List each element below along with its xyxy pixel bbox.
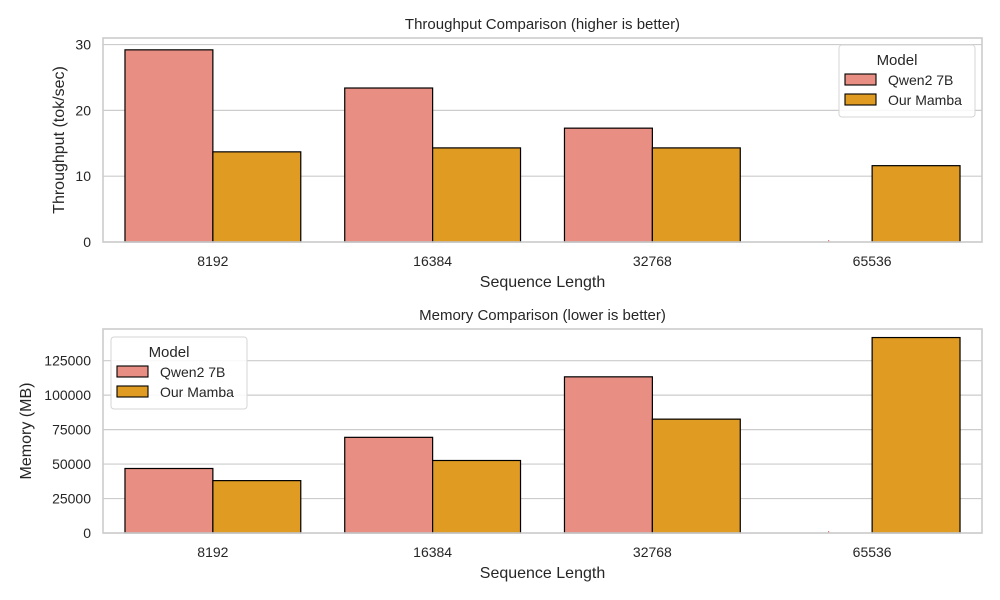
bar-our-mamba-65536 bbox=[871, 336, 961, 534]
y-tick-label: 0 bbox=[83, 525, 91, 541]
chart-title: Memory Comparison (lower is better) bbox=[419, 307, 666, 324]
bar-qwen2-7b-16384 bbox=[344, 436, 434, 534]
x-tick-label: 65536 bbox=[853, 544, 892, 560]
legend-label: Our Mamba bbox=[160, 384, 234, 400]
y-tick-label: 100000 bbox=[44, 387, 91, 403]
y-tick-label: 25000 bbox=[52, 491, 91, 507]
legend-swatch-our-mamba bbox=[844, 93, 877, 106]
legend-swatch-our-mamba bbox=[116, 385, 149, 398]
x-tick-label: 16384 bbox=[413, 253, 452, 269]
y-tick-label: 30 bbox=[75, 37, 91, 53]
axes-frame bbox=[102, 37, 983, 243]
x-axis-label: Sequence Length bbox=[480, 565, 605, 582]
chart-title: Throughput Comparison (higher is better) bbox=[405, 16, 680, 33]
y-tick-label: 50000 bbox=[52, 456, 91, 472]
x-tick-label: 8192 bbox=[197, 253, 228, 269]
x-tick-label: 32768 bbox=[633, 544, 672, 560]
legend-swatch-qwen2-7b bbox=[116, 365, 149, 378]
bar-our-mamba-32768 bbox=[651, 418, 741, 534]
y-tick-label: 125000 bbox=[44, 353, 91, 369]
bar-our-mamba-16384 bbox=[432, 459, 522, 534]
x-tick-label: 8192 bbox=[197, 544, 228, 560]
legend: Model Qwen2 7B Our Mamba bbox=[110, 336, 248, 410]
memory-chart: 0 25000 50000 75000 100000 125000 8192 16384 327… bbox=[18, 307, 983, 582]
axes-frame bbox=[102, 328, 983, 534]
bar-our-mamba-32768 bbox=[651, 147, 741, 243]
y-tick-label: 20 bbox=[75, 102, 91, 118]
bar-qwen2-7b-8192 bbox=[124, 467, 214, 534]
bar-our-mamba-8192 bbox=[212, 480, 302, 534]
y-tick-label: 10 bbox=[75, 168, 91, 184]
legend: Model Qwen2 7B Our Mamba bbox=[838, 44, 976, 118]
legend-label: Our Mamba bbox=[888, 92, 962, 108]
legend-title: Model bbox=[149, 344, 190, 361]
bar-qwen2-7b-16384 bbox=[344, 87, 434, 243]
y-tick-label: 0 bbox=[83, 234, 91, 250]
y-axis-label: Throughput (tok/sec) bbox=[51, 66, 68, 214]
bar-qwen2-7b-8192 bbox=[124, 49, 214, 243]
bar-qwen2-7b-32768 bbox=[563, 376, 653, 534]
legend-label: Qwen2 7B bbox=[160, 364, 225, 380]
x-tick-label: 16384 bbox=[413, 544, 452, 560]
x-axis-label: Sequence Length bbox=[480, 274, 605, 291]
legend-title: Model bbox=[877, 52, 918, 69]
bar-qwen2-7b-32768 bbox=[563, 127, 653, 243]
x-tick-label: 32768 bbox=[633, 253, 672, 269]
bar-our-mamba-65536 bbox=[871, 165, 961, 243]
y-axis-label: Memory (MB) bbox=[18, 383, 35, 480]
bar-our-mamba-8192 bbox=[212, 151, 302, 243]
throughput-chart: 0 10 20 30 8192 16384 32768 65536 Throughput Com… bbox=[51, 16, 983, 291]
x-tick-label: 65536 bbox=[853, 253, 892, 269]
y-tick-label: 75000 bbox=[52, 422, 91, 438]
legend-label: Qwen2 7B bbox=[888, 72, 953, 88]
bar-our-mamba-16384 bbox=[432, 147, 522, 243]
legend-swatch-qwen2-7b bbox=[844, 73, 877, 86]
